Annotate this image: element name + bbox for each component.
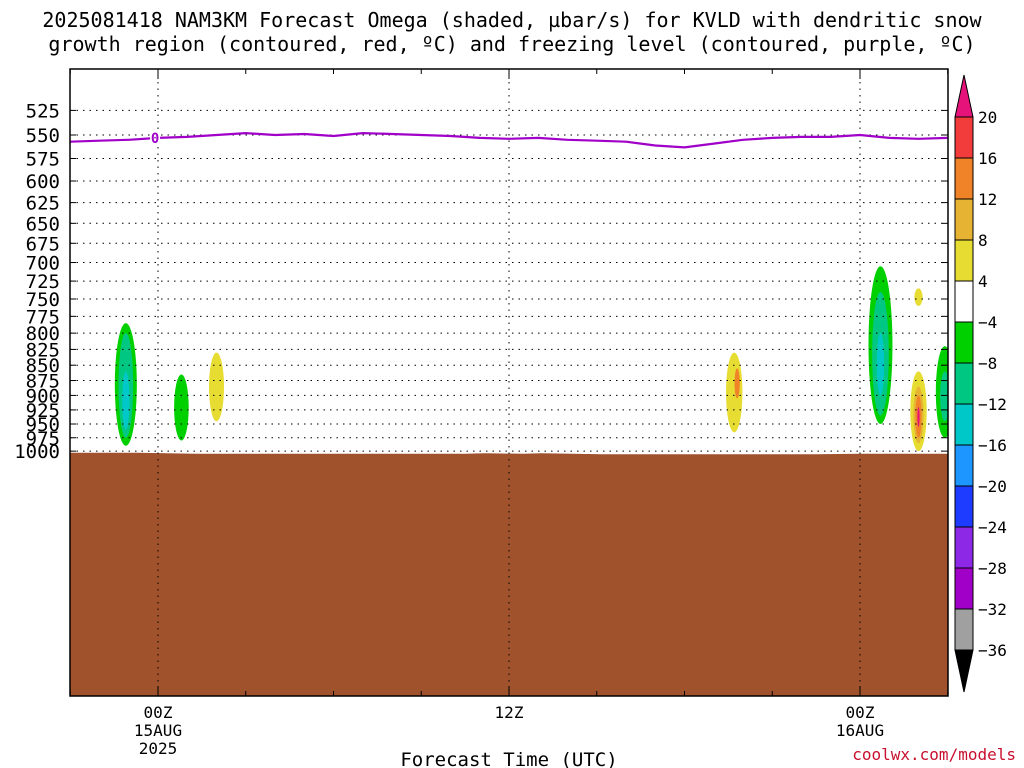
x-tick-label: 00Z [846,703,875,722]
omega-cell [876,333,885,396]
omega-cell [726,352,743,433]
colorbar: 20 16 12 8 4 −4 −8 −12 −16 −20 −24 −28 −32 −36 [954,74,1007,693]
y-tick-label: 825 [26,339,60,361]
colorbar-swatch [954,321,974,364]
omega-cell [917,407,920,427]
freezing-level-label: 0 [151,131,159,147]
chart-title-line-1: 2025081418 NAM3KM Forecast Omega (shaded… [42,8,982,32]
colorbar-swatch [954,485,974,528]
x-tick-label: 12Z [495,703,524,722]
y-tick-label: 925 [26,400,60,422]
y-tick-label: 775 [26,306,60,328]
omega-cell [734,368,740,399]
terrain-layer [70,452,948,696]
freezing-level-label-bg [150,130,161,147]
grid-layer [70,69,948,696]
x-tick-label: 2025 [139,739,178,758]
omega-cell [122,371,130,430]
colorbar-swatch [954,403,974,446]
y-tick-label: 750 [26,289,60,311]
pressure-axis: 5255505756006256506757007257507758008258… [14,100,948,463]
x-tick-label: 15AUG [134,721,182,740]
colorbar-swatch [954,198,974,241]
colorbar-under-triangle [954,649,974,693]
colorbar-label: −8 [978,354,997,373]
colorbar-label: 8 [978,231,988,250]
y-tick-label: 950 [26,414,60,436]
omega-cell [174,374,189,441]
y-tick-label: 550 [26,125,60,147]
colorbar-label: −4 [978,313,997,332]
freezing-level-line [70,132,948,149]
colorbar-swatch [954,280,974,323]
colorbar-swatch [954,157,974,200]
colorbar-label: 16 [978,149,997,168]
colorbar-swatch [954,239,974,282]
chart-title-line-2: growth region (contoured, red, ºC) and f… [48,32,976,56]
y-tick-label: 1000 [14,441,60,463]
omega-cell [914,288,923,306]
colorbar-swatch [954,362,974,405]
colorbar-swatch [954,116,974,159]
y-tick-label: 900 [26,385,60,407]
time-axis: 00Z15AUG202512Z00Z16AUG12Z00Z17AUG [69,69,949,758]
colorbar-swatch [954,444,974,487]
terrain-fill [70,452,948,696]
colorbar-label: −28 [978,559,1007,578]
x-tick-label: 16AUG [836,721,884,740]
colorbar-label: 20 [978,108,997,127]
y-tick-label: 700 [26,253,60,275]
source-credit: coolwx.com/models [852,745,1016,764]
colorbar-label: 12 [978,190,997,209]
colorbar-label: −32 [978,600,1007,619]
colorbar-label: −20 [978,477,1007,496]
colorbar-label: 4 [978,272,988,291]
freezing-level-layer: 00 [70,130,948,149]
colorbar-label: −12 [978,395,1007,414]
y-tick-label: 725 [26,271,60,293]
colorbar-label: −16 [978,436,1007,455]
omega-cell [940,371,948,422]
colorbar-label: −24 [978,518,1007,537]
y-tick-label: 600 [26,171,60,193]
y-tick-label: 975 [26,428,60,450]
colorbar-over-triangle [954,74,974,118]
omega-shading-layer [114,266,948,452]
y-tick-label: 625 [26,193,60,215]
y-tick-label: 650 [26,213,60,235]
colorbar-label: −36 [978,641,1007,660]
y-tick-label: 850 [26,355,60,377]
colorbar-swatch [954,567,974,610]
y-tick-label: 800 [26,323,60,345]
x-axis-label: Forecast Time (UTC) [400,749,617,768]
colorbar-swatch [954,526,974,569]
x-tick-label: 00Z [144,703,173,722]
y-tick-label: 525 [26,100,60,122]
y-tick-label: 575 [26,149,60,171]
y-tick-label: 875 [26,371,60,393]
y-tick-label: 675 [26,233,60,255]
omega-cell [209,352,224,422]
colorbar-swatch [954,608,974,651]
